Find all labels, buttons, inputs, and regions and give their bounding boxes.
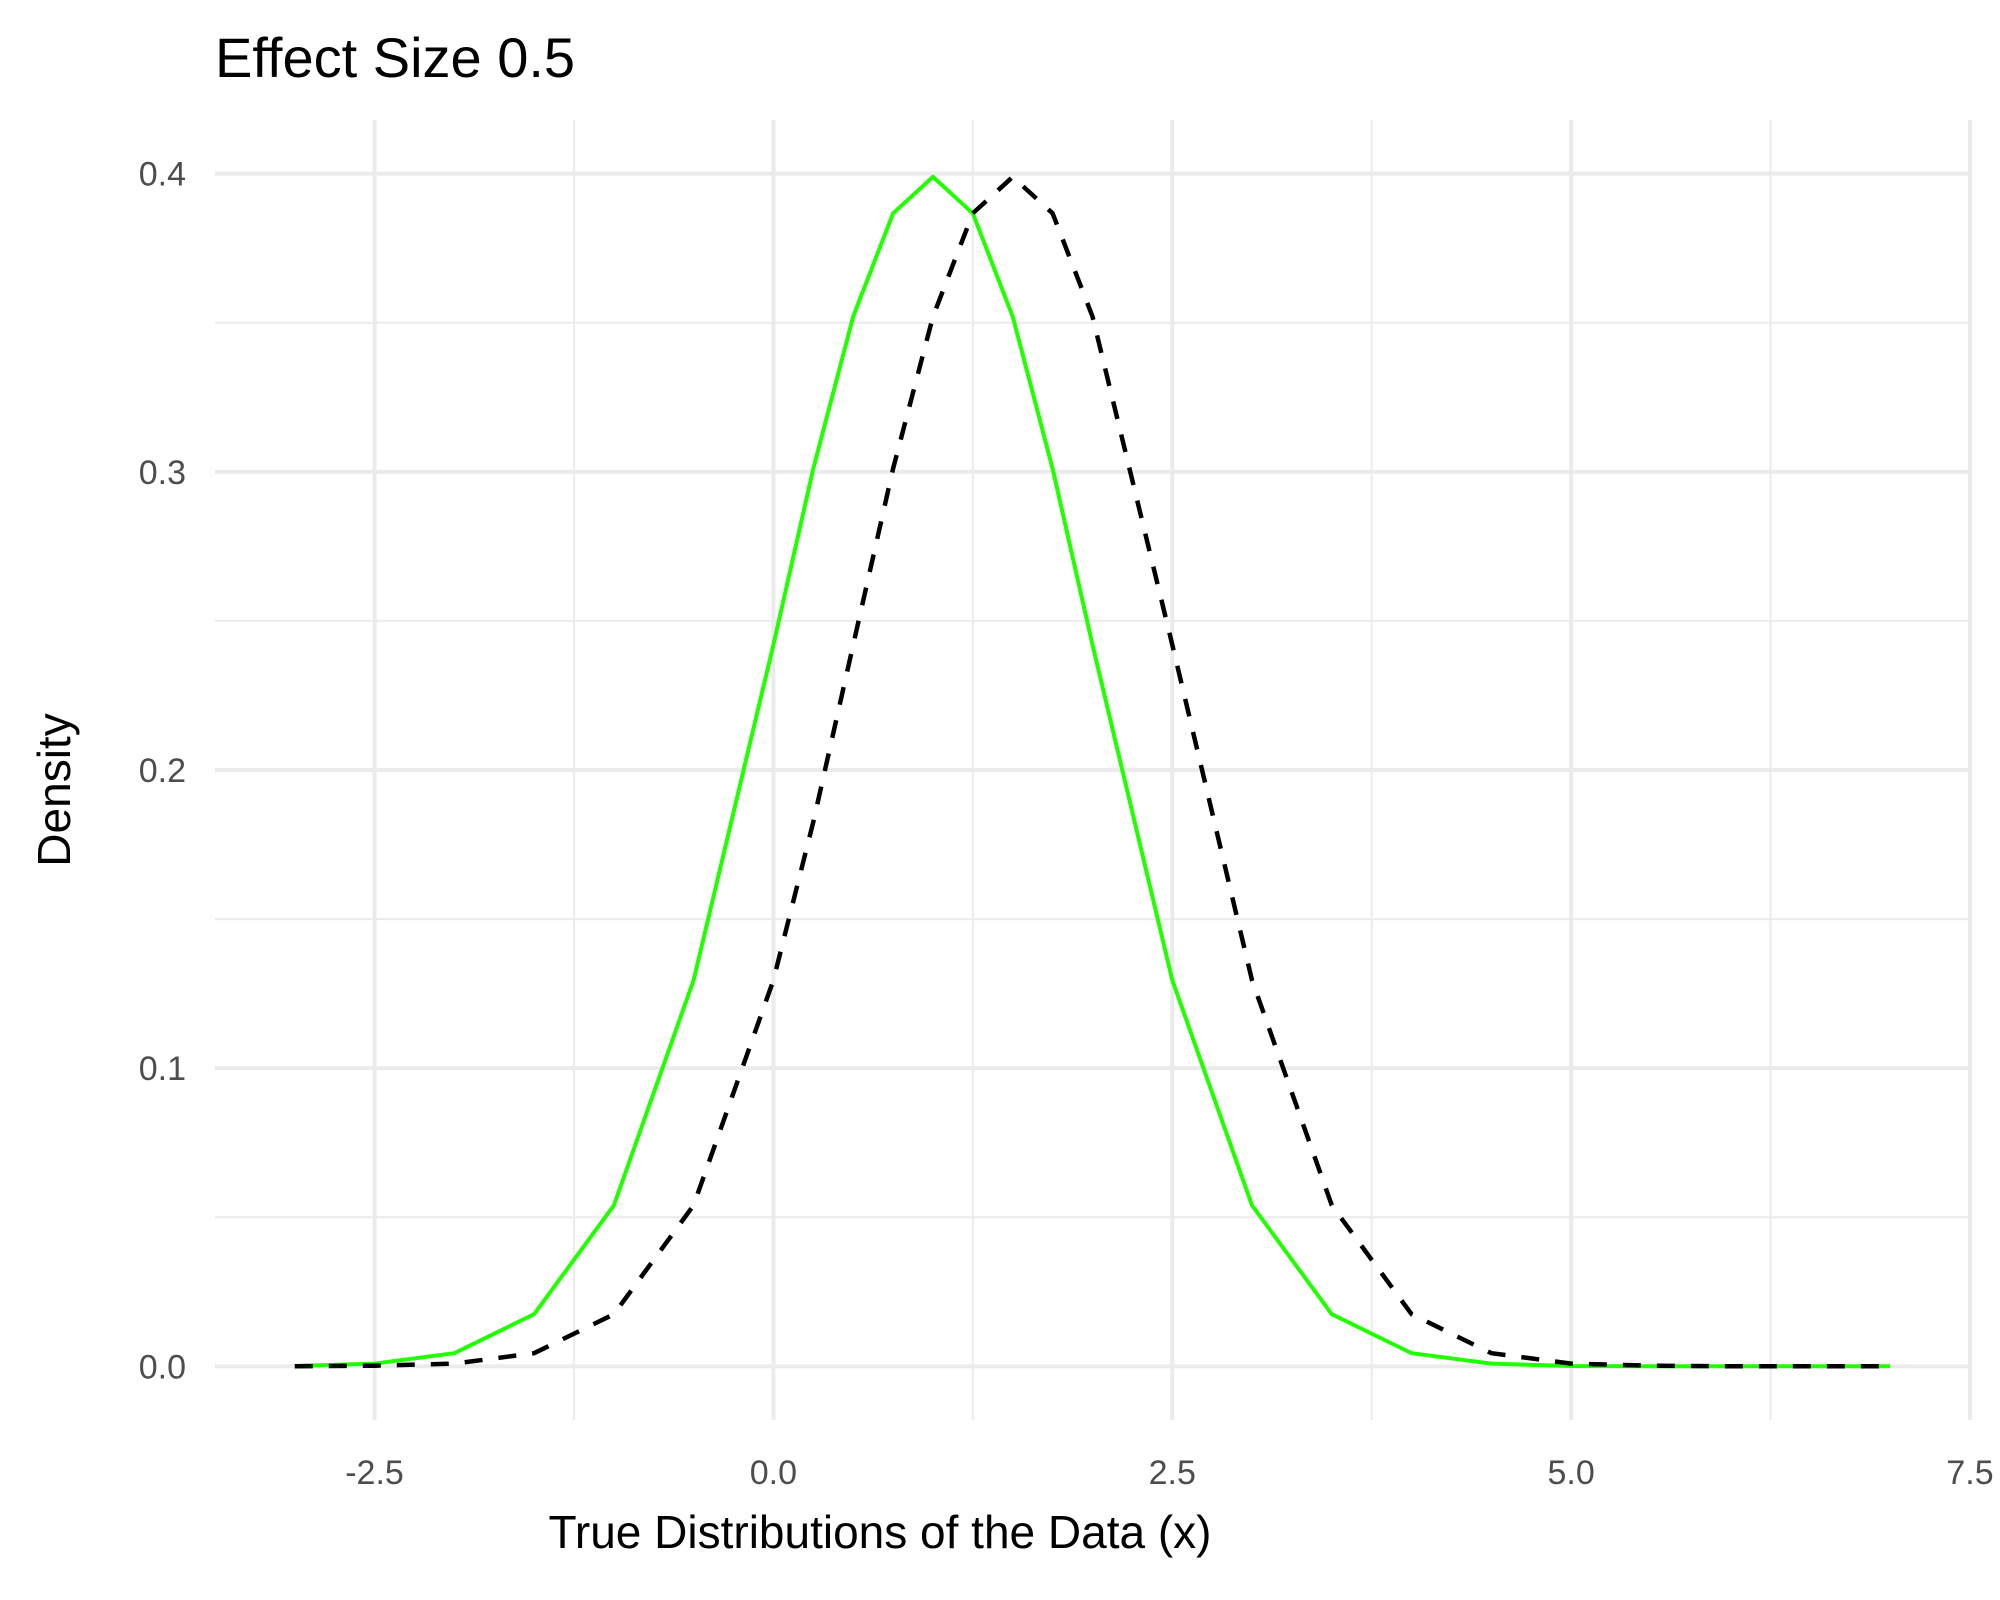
y-tick-label: 0.2 — [139, 752, 186, 790]
y-tick-label: 0.0 — [139, 1348, 186, 1386]
x-tick-label: -2.5 — [345, 1454, 404, 1492]
x-tick-label: 5.0 — [1548, 1454, 1595, 1492]
y-axis-title: Density — [28, 713, 80, 866]
chart-title: Effect Size 0.5 — [215, 26, 575, 89]
y-tick-label: 0.1 — [139, 1050, 186, 1088]
solid-density-curve — [294, 174, 1891, 1369]
x-tick-label: 7.5 — [1946, 1454, 1993, 1492]
plot-lines — [294, 174, 1891, 1369]
x-tick-label: 2.5 — [1149, 1454, 1196, 1492]
dashed-density-curve — [294, 174, 1891, 1369]
x-tick-labels: -2.5 0.0 2.5 5.0 7.5 — [345, 1454, 1993, 1492]
x-axis-title: True Distributions of the Data (x) — [549, 1506, 1212, 1558]
x-tick-label: 0.0 — [750, 1454, 797, 1492]
y-tick-label: 0.4 — [139, 156, 186, 194]
y-tick-label: 0.3 — [139, 454, 186, 492]
y-tick-labels: 0.0 0.1 0.2 0.3 0.4 — [139, 156, 186, 1387]
